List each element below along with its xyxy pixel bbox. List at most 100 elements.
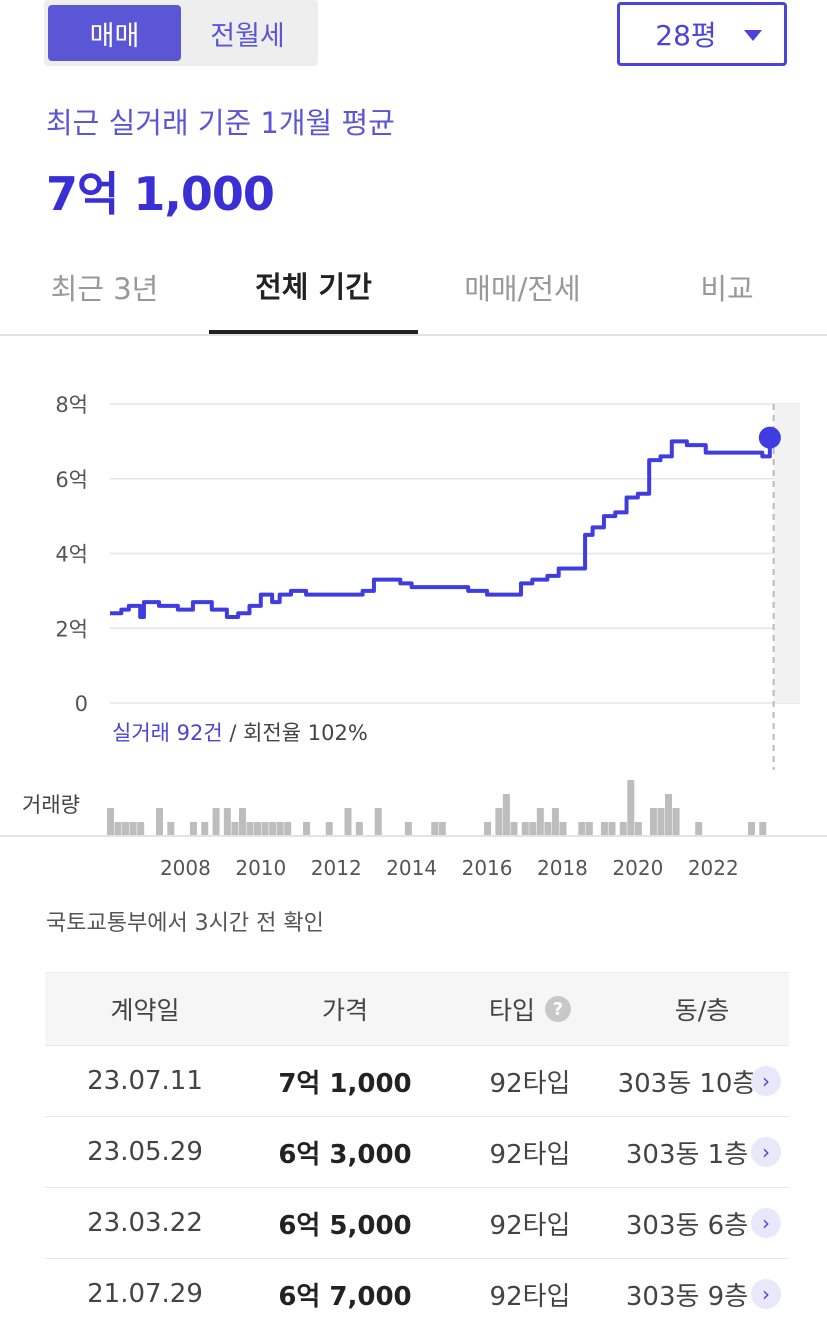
volume-bar	[261, 822, 269, 836]
row-type: 92타입	[489, 1139, 571, 1170]
volume-bar	[246, 822, 254, 836]
row-unit-text: 303동 10층	[617, 1068, 757, 1099]
volume-bar	[374, 808, 382, 836]
volume-bar	[238, 808, 246, 836]
x-tick-label: 2022	[688, 856, 739, 880]
volume-bar	[122, 822, 130, 836]
x-tick-label: 2012	[311, 856, 362, 880]
price-chart: 0 2억 4억 6억 8억 실거래 92건 / 회전율 102% 거래량 2008 201…	[0, 393, 827, 880]
row-unit-text: 303동 9층	[625, 1281, 749, 1312]
trade-count-text: 실거래 92건	[112, 721, 223, 745]
volume-bar	[510, 822, 518, 836]
latest-price-point[interactable]	[758, 426, 781, 449]
table-row[interactable]: 23.07.11 7억 1,000 92타입 303동 10층 ›	[45, 1045, 789, 1116]
row-date: 23.07.11	[87, 1066, 203, 1096]
caret-down-icon	[744, 30, 762, 41]
row-price: 6억 7,000	[278, 1281, 412, 1312]
area-select[interactable]: 28평	[617, 2, 787, 66]
row-unit: 303동 6층 ›	[615, 1205, 789, 1242]
average-label: 최근 실거래 기준 1개월 평균	[46, 106, 395, 140]
volume-bar	[657, 808, 665, 836]
volume-bar	[608, 822, 616, 836]
volume-bar	[759, 822, 767, 836]
volume-label: 거래량	[22, 793, 80, 817]
row-type: 92타입	[489, 1210, 571, 1241]
volume-bar	[269, 822, 277, 836]
table-row[interactable]: 23.05.29 6억 3,000 92타입 303동 1층 ›	[45, 1116, 789, 1187]
deal-type-toggle: 매매 전월세	[44, 0, 318, 66]
y-tick-label: 0	[75, 692, 88, 716]
x-tick-label: 2016	[462, 856, 513, 880]
y-tick-label: 6억	[55, 468, 88, 492]
chevron-right-icon[interactable]: ›	[751, 1137, 781, 1167]
chevron-right-icon[interactable]: ›	[751, 1208, 781, 1238]
volume-bar	[536, 808, 544, 836]
row-date: 23.05.29	[87, 1137, 203, 1167]
volume-bar	[484, 822, 492, 836]
volume-bar	[695, 822, 703, 836]
volume-bar	[438, 822, 446, 836]
volume-bar	[303, 822, 311, 836]
x-tick-label: 2020	[612, 856, 663, 880]
tab-sale-vs-jeonse[interactable]: 매매/전세	[464, 272, 581, 306]
volume-bar	[404, 822, 412, 836]
volume-bar	[344, 808, 352, 836]
volume-bar	[156, 808, 164, 836]
volume-bar	[223, 808, 231, 836]
tab-recent-3y[interactable]: 최근 3년	[50, 272, 159, 306]
tab-all-period[interactable]: 전체 기간	[209, 240, 418, 334]
row-price: 7억 1,000	[278, 1068, 412, 1099]
volume-bar	[585, 822, 593, 836]
y-tick-label: 8억	[55, 393, 88, 417]
volume-bar	[619, 822, 627, 836]
row-type: 92타입	[489, 1068, 571, 1099]
row-unit-text: 303동 1층	[625, 1139, 749, 1170]
volume-bar	[672, 808, 680, 836]
header-date: 계약일	[110, 996, 180, 1025]
chevron-right-icon[interactable]: ›	[751, 1066, 781, 1096]
row-price: 6억 5,000	[278, 1210, 412, 1241]
header-unit: 동/층	[674, 996, 730, 1025]
row-type: 92타입	[489, 1281, 571, 1312]
toggle-sale-button[interactable]: 매매	[48, 5, 181, 61]
volume-bar	[665, 794, 673, 836]
tab-compare[interactable]: 비교	[700, 272, 754, 306]
y-tick-label: 2억	[55, 617, 88, 641]
volume-bar	[627, 780, 635, 836]
row-unit: 303동 9층 ›	[615, 1276, 789, 1313]
x-tick-label: 2014	[386, 856, 437, 880]
average-price: 7억 1,000	[46, 167, 275, 221]
row-unit: 303동 1층 ›	[615, 1134, 789, 1171]
chevron-right-icon[interactable]: ›	[751, 1279, 781, 1309]
volume-bar	[129, 822, 137, 836]
volume-bar	[325, 822, 333, 836]
y-tick-label: 4억	[55, 543, 88, 567]
volume-bar	[495, 808, 503, 836]
row-unit: 303동 10층 ›	[615, 1063, 789, 1100]
area-select-value: 28평	[655, 19, 717, 52]
help-icon[interactable]: ?	[545, 996, 571, 1022]
x-tick-label: 2010	[235, 856, 286, 880]
transactions-table: 계약일 가격 타입 ? 동/층 23.07.11 7억 1,000 92타입 3…	[45, 972, 789, 1329]
volume-bar	[231, 822, 239, 836]
header-type: 타입 ?	[445, 991, 615, 1027]
table-row[interactable]: 21.07.29 6억 7,000 92타입 303동 9층 ›	[45, 1258, 789, 1329]
row-unit-text: 303동 6층	[625, 1210, 749, 1241]
volume-bar	[212, 808, 220, 836]
toggle-rent-button[interactable]: 전월세	[210, 20, 285, 52]
volume-bar	[137, 822, 145, 836]
trade-stats: 실거래 92건 / 회전율 102%	[112, 721, 368, 745]
volume-bar	[634, 822, 642, 836]
volume-bar	[107, 808, 114, 836]
data-source-note: 국토교통부에서 3시간 전 확인	[46, 911, 324, 936]
table-header: 계약일 가격 타입 ? 동/층	[45, 972, 789, 1045]
volume-bar	[529, 822, 537, 836]
volume-bar	[747, 822, 755, 836]
price-series-line	[110, 437, 772, 620]
volume-bar	[114, 822, 122, 836]
volume-bar	[551, 808, 559, 836]
volume-bar	[649, 808, 657, 836]
future-period-area	[773, 404, 800, 703]
volume-bar	[502, 794, 510, 836]
table-row[interactable]: 23.03.22 6억 5,000 92타입 303동 6층 ›	[45, 1187, 789, 1258]
